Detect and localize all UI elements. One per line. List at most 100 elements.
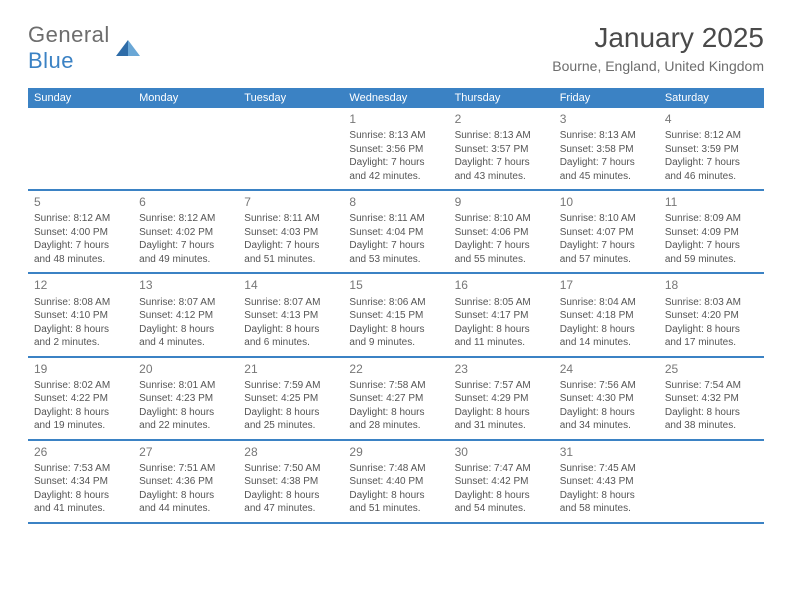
daylight-line-2: and 44 minutes. — [139, 502, 232, 516]
brand-mark-icon — [114, 34, 142, 62]
day-cell: 12Sunrise: 8:08 AMSunset: 4:10 PMDayligh… — [28, 274, 133, 355]
sunrise-line: Sunrise: 8:06 AM — [349, 296, 442, 310]
daylight-line-1: Daylight: 7 hours — [665, 239, 758, 253]
sunrise-line: Sunrise: 8:01 AM — [139, 379, 232, 393]
sunrise-line: Sunrise: 8:07 AM — [244, 296, 337, 310]
daylight-line-1: Daylight: 7 hours — [244, 239, 337, 253]
daylight-line-1: Daylight: 7 hours — [560, 239, 653, 253]
daylight-line-1: Daylight: 8 hours — [244, 323, 337, 337]
day-cell: 17Sunrise: 8:04 AMSunset: 4:18 PMDayligh… — [554, 274, 659, 355]
sunset-line: Sunset: 4:30 PM — [560, 392, 653, 406]
day-cell: 4Sunrise: 8:12 AMSunset: 3:59 PMDaylight… — [659, 108, 764, 189]
daylight-line-2: and 48 minutes. — [34, 253, 127, 267]
day-number: 30 — [455, 444, 548, 460]
daylight-line-2: and 51 minutes. — [349, 502, 442, 516]
day-cell: 25Sunrise: 7:54 AMSunset: 4:32 PMDayligh… — [659, 358, 764, 439]
daylight-line-1: Daylight: 8 hours — [560, 489, 653, 503]
week-row: 12Sunrise: 8:08 AMSunset: 4:10 PMDayligh… — [28, 274, 764, 357]
daylight-line-2: and 54 minutes. — [455, 502, 548, 516]
sunset-line: Sunset: 4:34 PM — [34, 475, 127, 489]
day-number: 4 — [665, 111, 758, 127]
sunrise-line: Sunrise: 8:05 AM — [455, 296, 548, 310]
sunset-line: Sunset: 4:04 PM — [349, 226, 442, 240]
weeks-container: 1Sunrise: 8:13 AMSunset: 3:56 PMDaylight… — [28, 108, 764, 524]
sunset-line: Sunset: 4:25 PM — [244, 392, 337, 406]
day-number: 21 — [244, 361, 337, 377]
weekday-header: Monday — [133, 88, 238, 108]
weekday-header: Sunday — [28, 88, 133, 108]
day-cell: 3Sunrise: 8:13 AMSunset: 3:58 PMDaylight… — [554, 108, 659, 189]
daylight-line-2: and 28 minutes. — [349, 419, 442, 433]
sunset-line: Sunset: 4:32 PM — [665, 392, 758, 406]
daylight-line-2: and 49 minutes. — [139, 253, 232, 267]
day-number: 8 — [349, 194, 442, 210]
daylight-line-1: Daylight: 8 hours — [560, 406, 653, 420]
week-row: 1Sunrise: 8:13 AMSunset: 3:56 PMDaylight… — [28, 108, 764, 191]
sunset-line: Sunset: 4:03 PM — [244, 226, 337, 240]
day-cell — [659, 441, 764, 522]
daylight-line-2: and 17 minutes. — [665, 336, 758, 350]
day-number: 24 — [560, 361, 653, 377]
week-row: 26Sunrise: 7:53 AMSunset: 4:34 PMDayligh… — [28, 441, 764, 524]
sunset-line: Sunset: 4:20 PM — [665, 309, 758, 323]
day-number: 29 — [349, 444, 442, 460]
brand-word-1: General — [28, 22, 110, 47]
daylight-line-2: and 59 minutes. — [665, 253, 758, 267]
daylight-line-2: and 2 minutes. — [34, 336, 127, 350]
daylight-line-1: Daylight: 8 hours — [349, 323, 442, 337]
sunset-line: Sunset: 4:22 PM — [34, 392, 127, 406]
daylight-line-1: Daylight: 7 hours — [349, 239, 442, 253]
daylight-line-2: and 45 minutes. — [560, 170, 653, 184]
day-cell: 1Sunrise: 8:13 AMSunset: 3:56 PMDaylight… — [343, 108, 448, 189]
sunrise-line: Sunrise: 8:11 AM — [349, 212, 442, 226]
sunrise-line: Sunrise: 7:57 AM — [455, 379, 548, 393]
day-cell: 8 Sunrise: 8:11 AMSunset: 4:04 PMDaylight… — [343, 191, 448, 272]
day-number: 13 — [139, 277, 232, 293]
day-cell: 23Sunrise: 7:57 AMSunset: 4:29 PMDayligh… — [449, 358, 554, 439]
day-cell: 19Sunrise: 8:02 AMSunset: 4:22 PMDayligh… — [28, 358, 133, 439]
sunrise-line: Sunrise: 7:50 AM — [244, 462, 337, 476]
day-cell: 7Sunrise: 8:11 AMSunset: 4:03 PMDaylight… — [238, 191, 343, 272]
sunrise-line: Sunrise: 7:47 AM — [455, 462, 548, 476]
sunset-line: Sunset: 4:13 PM — [244, 309, 337, 323]
daylight-line-2: and 41 minutes. — [34, 502, 127, 516]
sunrise-line: Sunrise: 8:11 AM — [244, 212, 337, 226]
sunset-line: Sunset: 4:06 PM — [455, 226, 548, 240]
calendar: SundayMondayTuesdayWednesdayThursdayFrid… — [28, 88, 764, 524]
day-number: 2 — [455, 111, 548, 127]
daylight-line-1: Daylight: 8 hours — [244, 406, 337, 420]
location-text: Bourne, England, United Kingdom — [552, 58, 764, 74]
day-number: 14 — [244, 277, 337, 293]
daylight-line-1: Daylight: 7 hours — [455, 156, 548, 170]
daylight-line-2: and 57 minutes. — [560, 253, 653, 267]
daylight-line-1: Daylight: 8 hours — [455, 323, 548, 337]
sunset-line: Sunset: 4:09 PM — [665, 226, 758, 240]
day-number: 15 — [349, 277, 442, 293]
day-number: 17 — [560, 277, 653, 293]
sunrise-line: Sunrise: 8:04 AM — [560, 296, 653, 310]
day-cell: 13Sunrise: 8:07 AMSunset: 4:12 PMDayligh… — [133, 274, 238, 355]
daylight-line-2: and 11 minutes. — [455, 336, 548, 350]
sunrise-line: Sunrise: 8:12 AM — [139, 212, 232, 226]
daylight-line-1: Daylight: 8 hours — [665, 323, 758, 337]
page-title: January 2025 — [552, 22, 764, 54]
sunset-line: Sunset: 4:02 PM — [139, 226, 232, 240]
daylight-line-2: and 47 minutes. — [244, 502, 337, 516]
sunrise-line: Sunrise: 7:53 AM — [34, 462, 127, 476]
sunrise-line: Sunrise: 8:07 AM — [139, 296, 232, 310]
sunrise-line: Sunrise: 7:54 AM — [665, 379, 758, 393]
daylight-line-2: and 14 minutes. — [560, 336, 653, 350]
day-cell: 5Sunrise: 8:12 AMSunset: 4:00 PMDaylight… — [28, 191, 133, 272]
title-block: January 2025 Bourne, England, United Kin… — [552, 22, 764, 74]
daylight-line-1: Daylight: 8 hours — [139, 489, 232, 503]
sunset-line: Sunset: 4:07 PM — [560, 226, 653, 240]
sunrise-line: Sunrise: 7:56 AM — [560, 379, 653, 393]
daylight-line-1: Daylight: 8 hours — [34, 489, 127, 503]
sunrise-line: Sunrise: 8:13 AM — [349, 129, 442, 143]
sunrise-line: Sunrise: 8:03 AM — [665, 296, 758, 310]
daylight-line-1: Daylight: 7 hours — [349, 156, 442, 170]
day-cell: 20Sunrise: 8:01 AMSunset: 4:23 PMDayligh… — [133, 358, 238, 439]
sunrise-line: Sunrise: 8:10 AM — [560, 212, 653, 226]
sunset-line: Sunset: 4:36 PM — [139, 475, 232, 489]
sunset-line: Sunset: 4:18 PM — [560, 309, 653, 323]
